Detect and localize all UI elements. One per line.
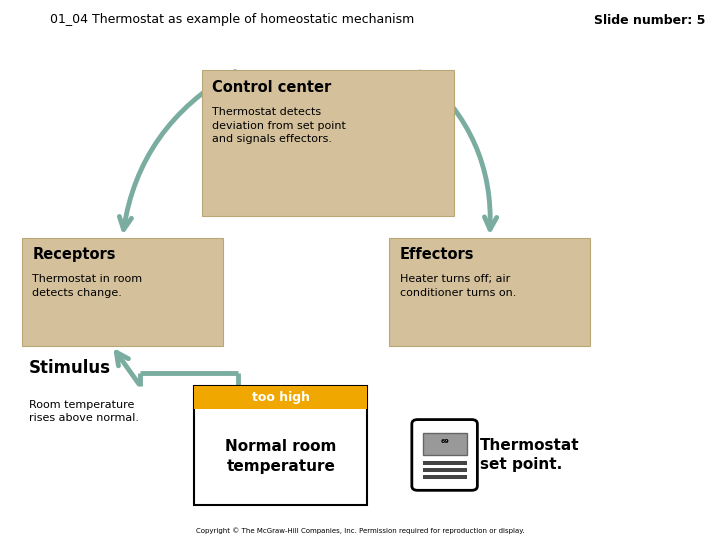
- FancyBboxPatch shape: [194, 386, 367, 505]
- Text: too high: too high: [252, 391, 310, 404]
- Text: Thermostat in room
detects change.: Thermostat in room detects change.: [32, 274, 143, 298]
- FancyBboxPatch shape: [423, 461, 467, 464]
- Text: Slide number: 5: Slide number: 5: [594, 14, 706, 26]
- Text: Control center: Control center: [212, 80, 332, 95]
- Text: Thermostat detects
deviation from set point
and signals effectors.: Thermostat detects deviation from set po…: [212, 107, 346, 144]
- FancyBboxPatch shape: [22, 238, 223, 346]
- Text: 01_04 Thermostat as example of homeostatic mechanism: 01_04 Thermostat as example of homeostat…: [50, 14, 415, 26]
- FancyBboxPatch shape: [389, 238, 590, 346]
- Text: 69: 69: [440, 440, 449, 444]
- FancyBboxPatch shape: [423, 468, 467, 471]
- Text: Normal room
temperature: Normal room temperature: [225, 440, 336, 474]
- Text: Effectors: Effectors: [400, 247, 474, 262]
- Text: Copyright © The McGraw-Hill Companies, Inc. Permission required for reproduction: Copyright © The McGraw-Hill Companies, I…: [196, 527, 524, 534]
- Text: Thermostat
set point.: Thermostat set point.: [480, 437, 580, 472]
- FancyBboxPatch shape: [412, 420, 477, 490]
- Text: Receptors: Receptors: [32, 247, 116, 262]
- FancyBboxPatch shape: [194, 386, 367, 409]
- Text: Stimulus: Stimulus: [29, 359, 111, 377]
- FancyBboxPatch shape: [423, 433, 467, 455]
- Text: Heater turns off; air
conditioner turns on.: Heater turns off; air conditioner turns …: [400, 274, 516, 298]
- FancyBboxPatch shape: [423, 475, 467, 478]
- Text: Room temperature
rises above normal.: Room temperature rises above normal.: [29, 400, 139, 423]
- FancyBboxPatch shape: [202, 70, 454, 216]
